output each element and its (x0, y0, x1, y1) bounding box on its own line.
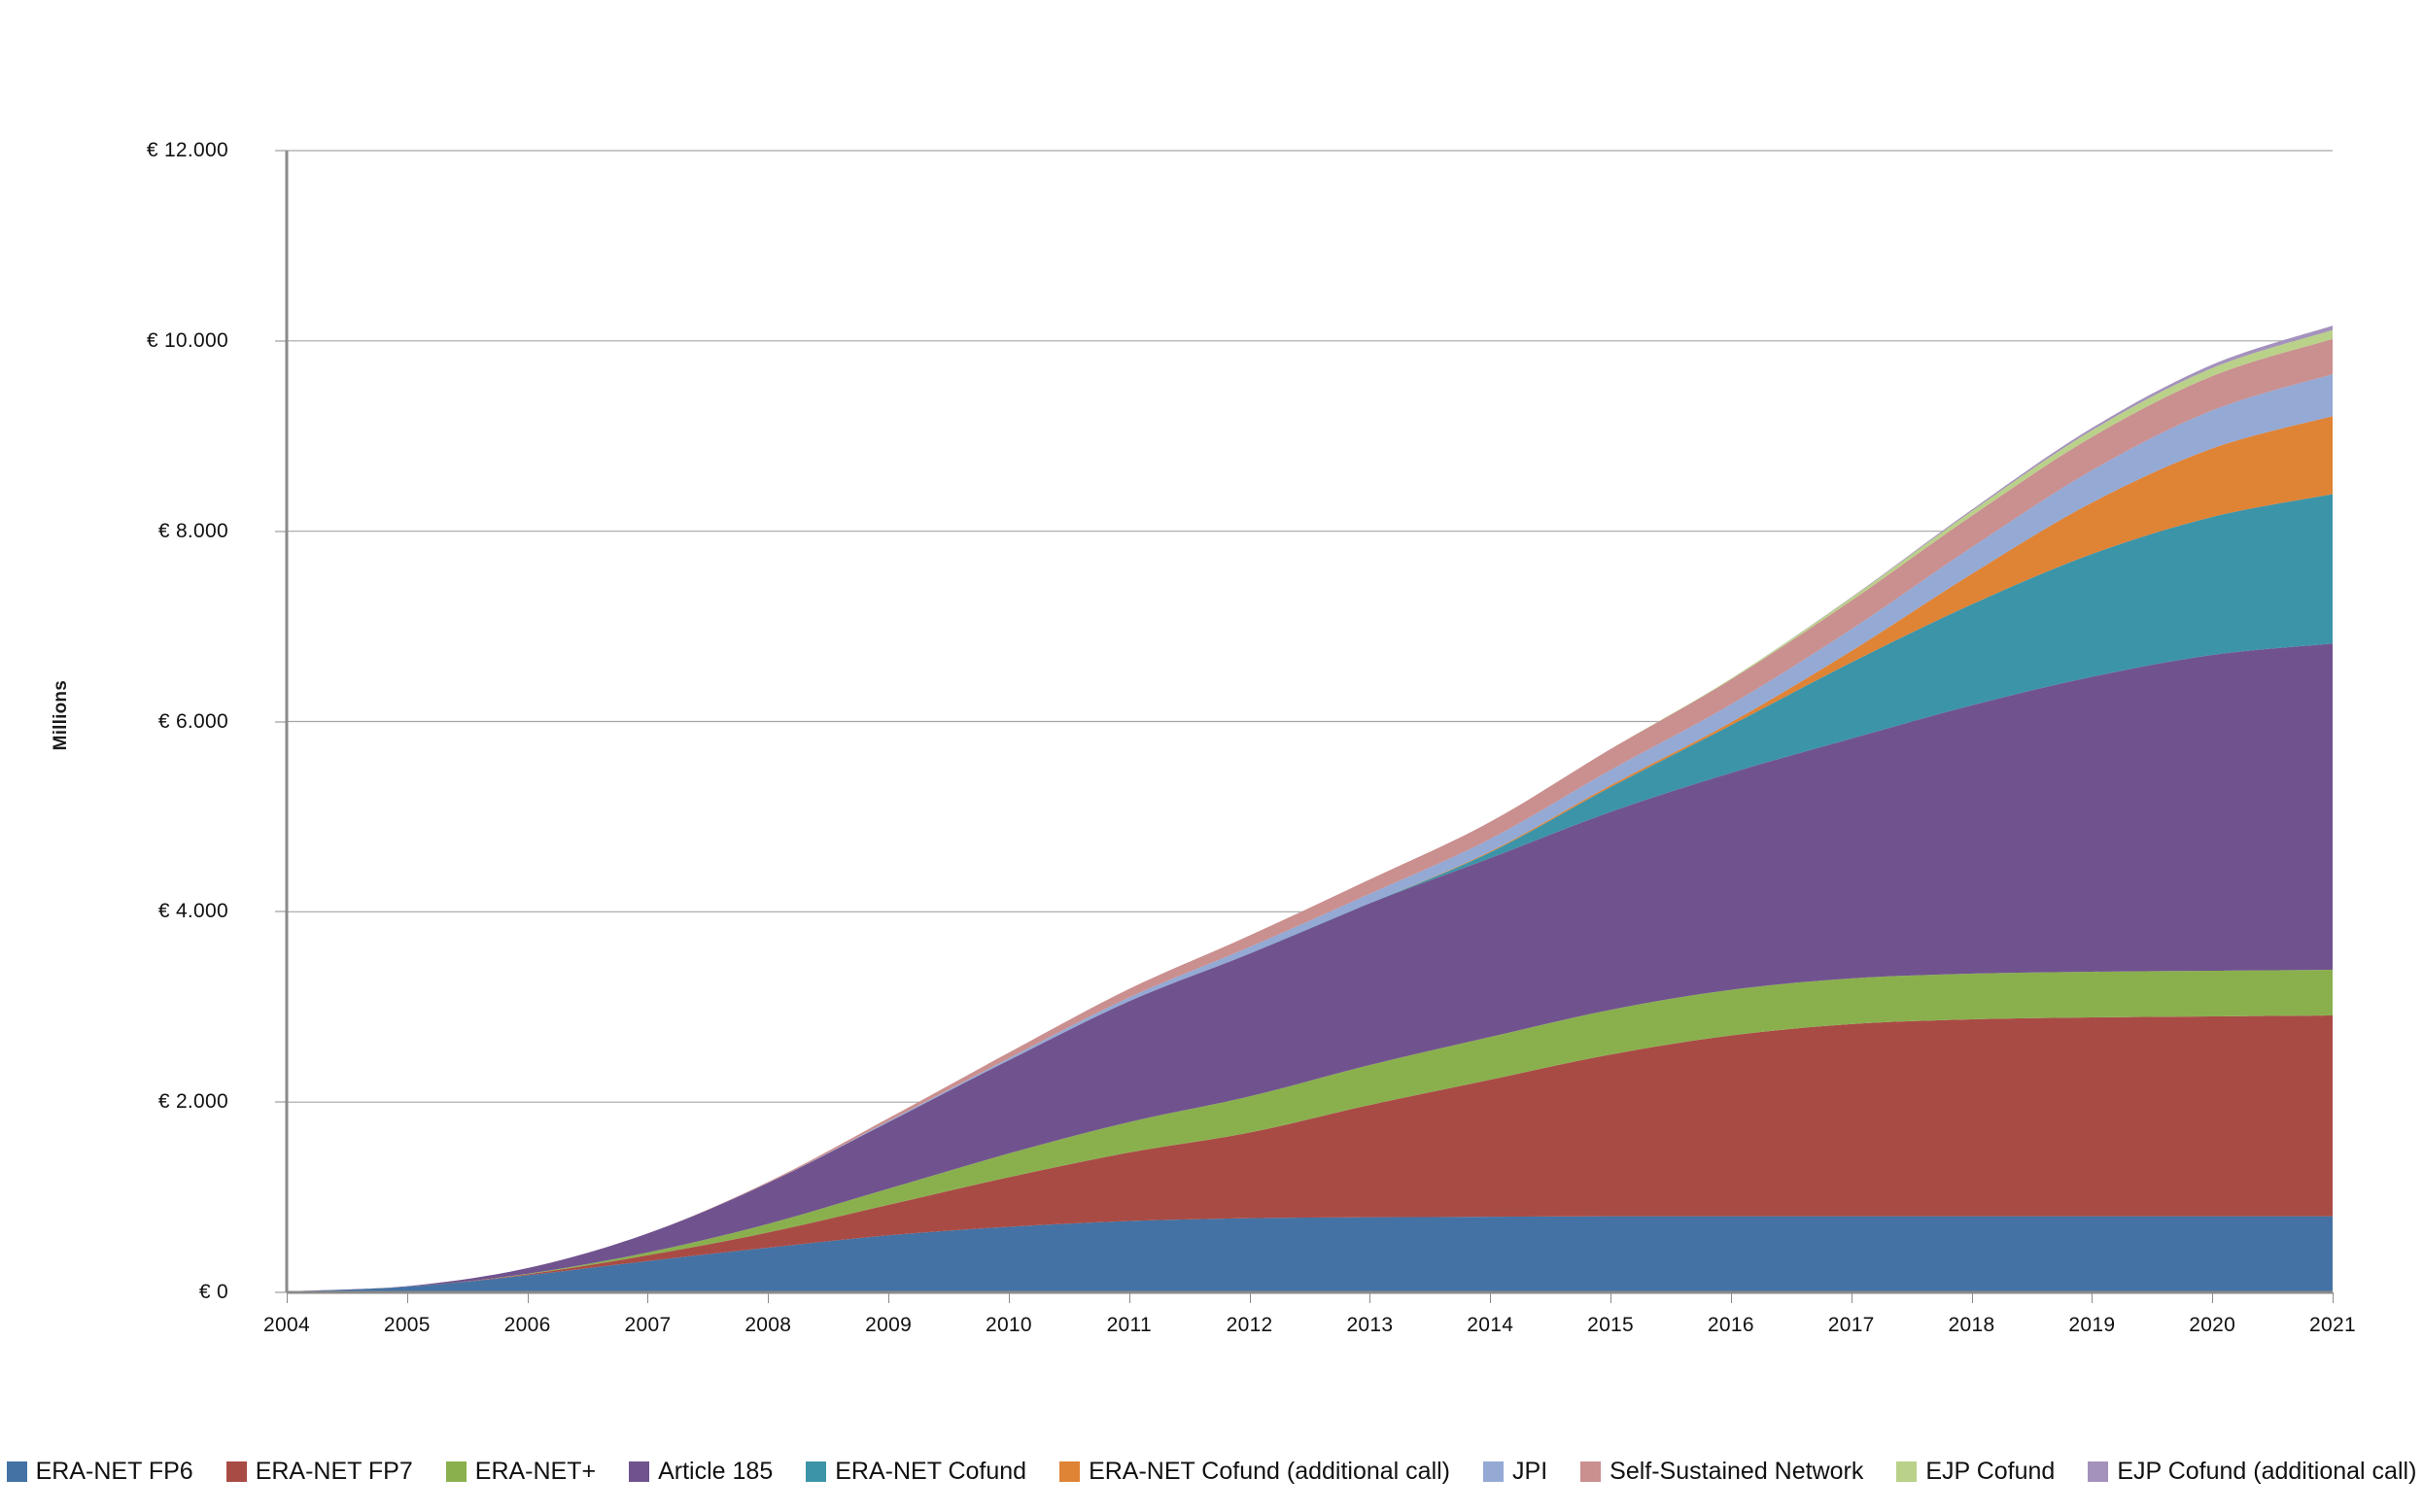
y-axis-tick-label: € 12.000 (146, 139, 228, 161)
x-axis-tick (768, 1292, 770, 1303)
legend-swatch-ejp-cofund (1896, 1460, 1918, 1482)
legend-label-era-net-fp6: ERA-NET FP6 (35, 1457, 193, 1485)
legend-label-jpi: JPI (1512, 1457, 1548, 1485)
y-axis-tick-label: € 0 (198, 1281, 228, 1303)
x-axis-tick-label: 2013 (1346, 1314, 1394, 1336)
x-axis-tick (647, 1292, 649, 1303)
legend-swatch-era-net-fp6 (6, 1460, 27, 1482)
legend-swatch-self-sustained-network (1580, 1460, 1602, 1482)
x-axis-tick-label: 2011 (1106, 1314, 1152, 1336)
legend-label-era-net-cofund-additional-call: ERA-NET Cofund (additional call) (1089, 1457, 1451, 1485)
legend-swatch-ejp-cofund-additional-call (2088, 1460, 2109, 1482)
x-axis-tick-label: 2014 (1467, 1314, 1514, 1336)
x-axis-tick (2092, 1292, 2094, 1303)
x-axis-tick-label: 2006 (503, 1314, 551, 1336)
x-axis-tick-label: 2008 (744, 1314, 792, 1336)
area-series-era-net-fp7 (287, 1015, 2333, 1292)
area-series-self-sustained-network (287, 338, 2333, 1292)
area-series-era-net (287, 970, 2333, 1292)
x-axis-tick (1490, 1292, 1492, 1303)
area-chart-svg (285, 150, 2333, 1294)
plot-area (285, 150, 2333, 1294)
x-axis-tick-label: 2017 (1827, 1314, 1875, 1336)
x-axis-tick (1369, 1292, 1371, 1303)
x-axis-tick (888, 1292, 890, 1303)
legend-item-era-net[interactable]: ERA-NET+ (445, 1457, 597, 1485)
legend-swatch-jpi (1483, 1460, 1505, 1482)
legend-label-self-sustained-network: Self-Sustained Network (1610, 1457, 1864, 1485)
area-series-article-185 (287, 643, 2333, 1292)
x-axis-labels: 2004 2005 2006 2007 2008 2009 2010 2011 2012 2013… (263, 1292, 2356, 1336)
x-axis-tick (1249, 1292, 1251, 1303)
y-axis-tick (275, 911, 287, 912)
legend-item-era-net-fp6[interactable]: ERA-NET FP6 (6, 1457, 193, 1485)
area-series-jpi (287, 374, 2333, 1292)
y-axis-tick (275, 531, 287, 533)
x-axis-tick (287, 1292, 288, 1303)
y-axis-tick-label: € 4.000 (157, 900, 228, 923)
area-series-era-net-fp6 (287, 1216, 2333, 1292)
y-axis-tick (275, 150, 287, 152)
legend-label-ejp-cofund-additional-call: EJP Cofund (additional call) (2117, 1457, 2417, 1485)
legend-label-era-net-fp7: ERA-NET FP7 (255, 1457, 413, 1485)
x-axis-tick (1971, 1292, 1973, 1303)
area-series-era-net-cofund-additional-call (287, 416, 2333, 1292)
y-axis-tick-label: € 6.000 (157, 709, 228, 733)
legend-label-ejp-cofund: EJP Cofund (1925, 1457, 2056, 1485)
x-axis-tick-label: 2004 (263, 1314, 310, 1336)
x-axis-tick-label: 2018 (1948, 1314, 1995, 1336)
y-axis-tick (275, 1101, 287, 1103)
x-axis-tick (2212, 1292, 2214, 1303)
y-axis-tick-label: € 10.000 (146, 328, 228, 352)
x-axis-tick-label: 2007 (624, 1314, 672, 1336)
x-axis-tick (1128, 1292, 1130, 1303)
x-axis-tick-label: 2016 (1707, 1314, 1754, 1336)
x-axis-tick-label: 2010 (985, 1314, 1032, 1336)
legend-swatch-article-185 (629, 1460, 650, 1482)
legend-item-self-sustained-network[interactable]: Self-Sustained Network (1580, 1457, 1864, 1485)
x-axis-tick-label: 2021 (2309, 1314, 2356, 1336)
x-axis-tick-label: 2015 (1587, 1314, 1635, 1336)
y-axis-tick (275, 1291, 287, 1293)
legend-item-jpi[interactable]: JPI (1483, 1457, 1548, 1485)
x-axis-tick (406, 1292, 408, 1303)
legend-item-ejp-cofund[interactable]: EJP Cofund (1896, 1457, 2056, 1485)
x-axis-tick (1730, 1292, 1732, 1303)
stacked-area-chart: Millions € 0 € 2.000 € 4.000 € 6.000 € 8.000… (0, 0, 2356, 1380)
chart-legend: ERA-NET FP6 ERA-NET FP7 ERA-NET+ Article 18… (0, 1430, 2423, 1512)
legend-item-article-185[interactable]: Article 185 (629, 1457, 774, 1485)
legend-item-era-net-cofund[interactable]: ERA-NET Cofund (806, 1457, 1027, 1485)
legend-label-article-185: Article 185 (658, 1457, 774, 1485)
legend-swatch-era-net-cofund (806, 1460, 827, 1482)
x-axis-tick-label: 2019 (2068, 1314, 2116, 1336)
x-axis-tick-label: 2012 (1226, 1314, 1273, 1336)
x-axis-tick (2333, 1292, 2334, 1303)
x-axis-tick-label: 2020 (2189, 1314, 2236, 1336)
y-axis-labels: € 0 € 2.000 € 4.000 € 6.000 € 8.000 € 10.000 €… (0, 0, 287, 1380)
x-axis-tick-label: 2009 (865, 1314, 913, 1336)
x-axis-tick (527, 1292, 529, 1303)
y-axis-tick-label: € 8.000 (157, 519, 228, 542)
legend-swatch-era-net-cofund-additional-call (1059, 1460, 1081, 1482)
legend-item-ejp-cofund-additional-call[interactable]: EJP Cofund (additional call) (2088, 1457, 2417, 1485)
legend-item-era-net-fp7[interactable]: ERA-NET FP7 (225, 1457, 413, 1485)
area-series-era-net-cofund (287, 494, 2333, 1292)
x-axis-tick-label: 2005 (383, 1314, 431, 1336)
legend-label-era-net-cofund: ERA-NET Cofund (835, 1457, 1027, 1485)
legend-label-era-net: ERA-NET+ (474, 1457, 597, 1485)
legend-swatch-era-net-fp7 (225, 1460, 247, 1482)
y-axis-tick (275, 340, 287, 342)
legend-swatch-era-net (445, 1460, 467, 1482)
y-axis-tick (275, 721, 287, 722)
legend-item-era-net-cofund-additional-call[interactable]: ERA-NET Cofund (additional call) (1059, 1457, 1451, 1485)
x-axis-tick (1610, 1292, 1612, 1303)
x-axis-tick (1008, 1292, 1010, 1303)
y-axis-tick-label: € 2.000 (157, 1090, 228, 1114)
